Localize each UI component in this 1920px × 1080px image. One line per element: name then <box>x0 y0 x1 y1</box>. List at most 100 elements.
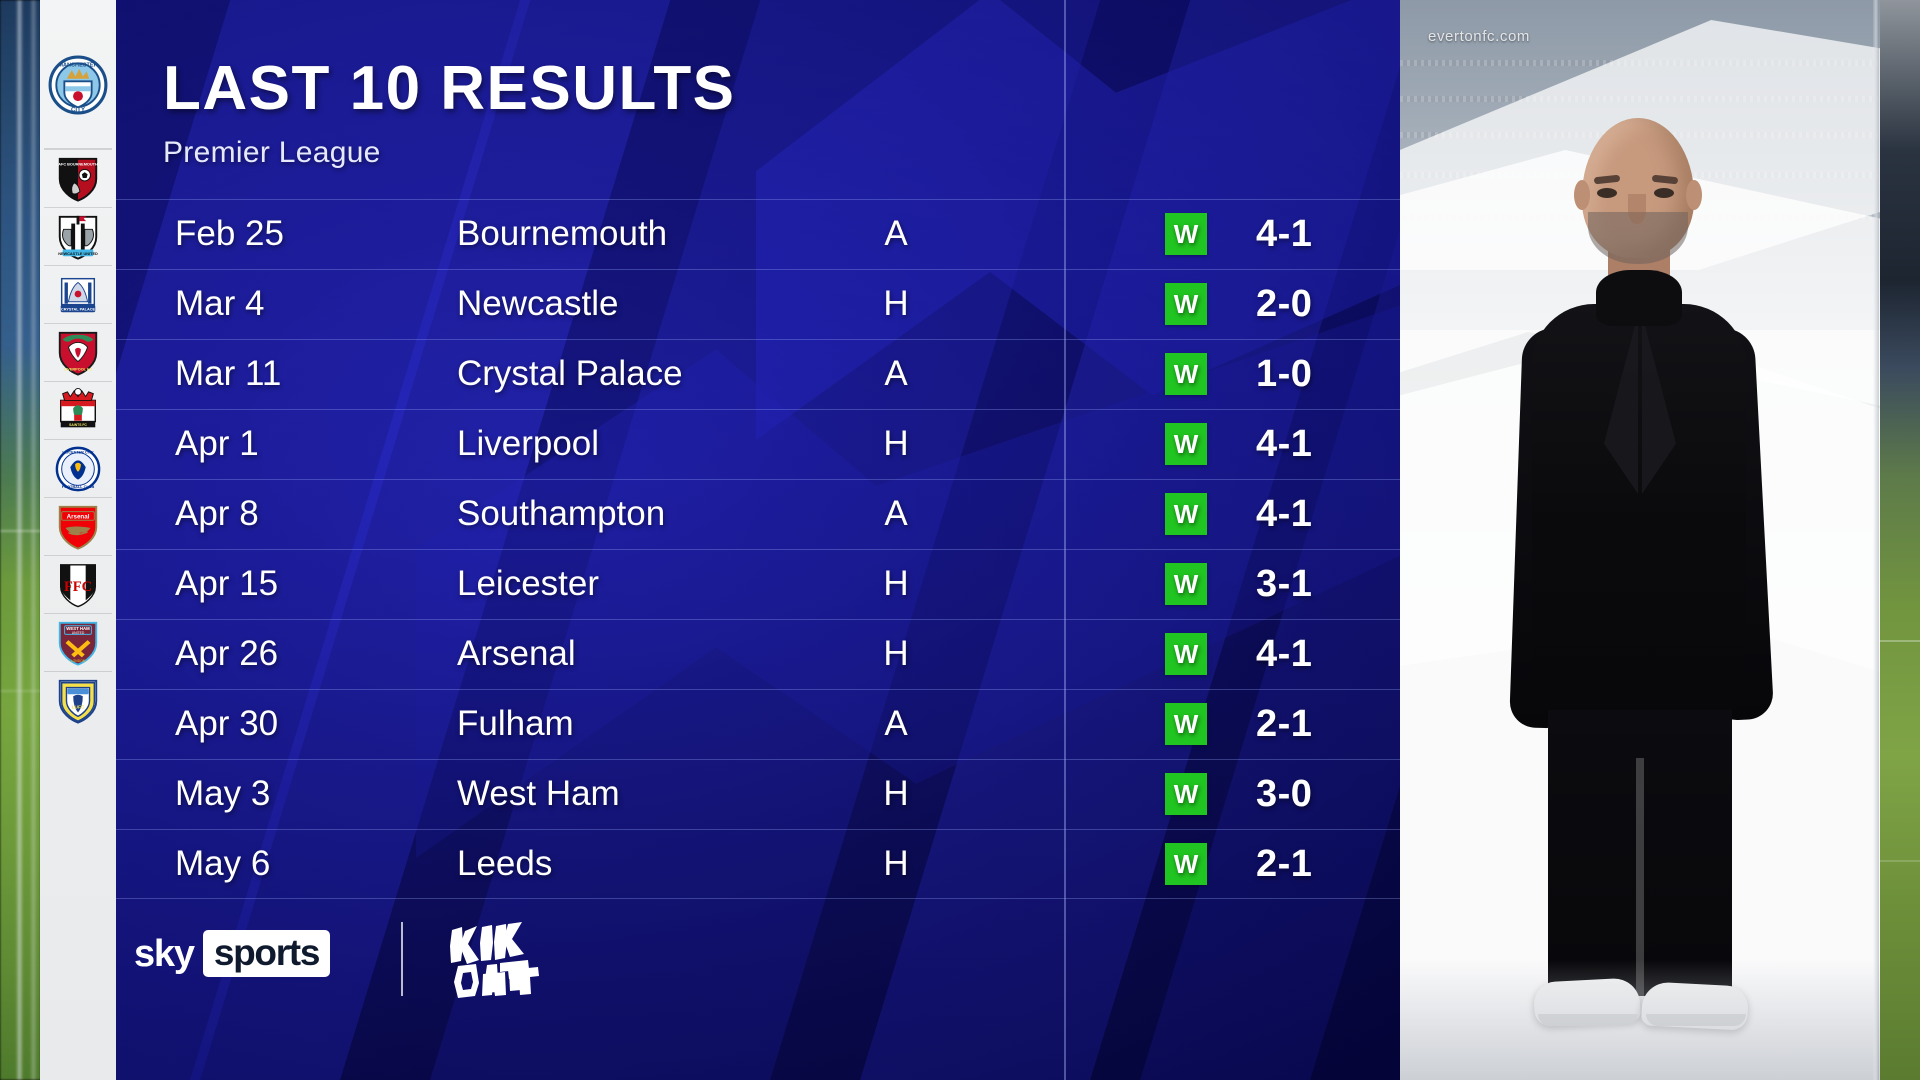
panel-header: LAST 10 RESULTS Premier League <box>163 58 736 170</box>
cell-score: 4-1 <box>1256 212 1313 255</box>
column-divider <box>1064 0 1066 1080</box>
cell-opponent: Fulham <box>457 704 574 743</box>
nose <box>1628 194 1646 224</box>
crest-cell-liverpool[interactable]: LIVERPOOL FC <box>40 324 116 382</box>
table-row[interactable]: Apr 15 Leicester H W 3-1 <box>116 549 1400 619</box>
stadium-board-text: evertonfc.com <box>1428 28 1531 45</box>
results-panel: LAST 10 RESULTS Premier League Feb 25 Bou… <box>116 0 1400 1080</box>
svg-text:MANCHESTER: MANCHESTER <box>58 62 97 68</box>
crest-cell-bournemouth[interactable]: AFC BOURNEMOUTH <box>40 150 116 208</box>
crest-cell-manchester-city[interactable]: MANCHESTER CITY <box>40 30 116 140</box>
leg-split <box>1636 758 1644 998</box>
panel-vignette <box>116 0 1400 1080</box>
sports-wordmark: sports <box>213 932 321 973</box>
eye-right <box>1654 188 1674 198</box>
cell-result: W <box>1165 829 1225 899</box>
crest-cell-arsenal[interactable]: Arsenal <box>40 498 116 556</box>
result-badge: W <box>1165 353 1207 395</box>
crest-cell-fulham[interactable]: FFC <box>40 556 116 614</box>
right-stadium-pole <box>1873 0 1879 1080</box>
kick-it-out-logo <box>446 920 542 1005</box>
cell-opponent: Crystal Palace <box>457 354 683 393</box>
crystal-palace-crest: CRYSTAL PALACE <box>60 277 96 313</box>
row-separator <box>116 689 1400 690</box>
rail-separator <box>44 439 112 440</box>
bournemouth-crest: AFC BOURNEMOUTH <box>58 157 98 202</box>
cell-venue: H <box>883 634 909 673</box>
cell-opponent: Bournemouth <box>457 214 668 253</box>
cell-date: May 3 <box>175 774 271 813</box>
table-row[interactable]: Apr 26 Arsenal H W 4-1 <box>116 619 1400 689</box>
rail-separator <box>44 381 112 382</box>
cell-date: Mar 4 <box>175 284 265 323</box>
svg-text:CRYSTAL PALACE: CRYSTAL PALACE <box>61 307 96 311</box>
sports-wordmark-box: sports <box>202 930 331 977</box>
crest-cell-newcastle[interactable]: NEWCASTLE UNITED <box>40 208 116 266</box>
stadium-pole-2 <box>30 0 37 1080</box>
manager-photo: evertonfc.com <box>1400 0 1880 1080</box>
row-separator <box>116 898 1400 899</box>
table-row[interactable]: Feb 25 Bournemouth A W 4-1 <box>116 199 1400 269</box>
kick-it-out-icon <box>450 922 539 998</box>
cell-score: 4-1 <box>1256 422 1313 465</box>
team-crest-rail: MANCHESTER CITY AFC BOURNEMOUTH NEWCASTL… <box>40 0 116 1080</box>
cell-score: 2-1 <box>1256 842 1313 885</box>
rail-separator <box>44 497 112 498</box>
rail-separator <box>44 555 112 556</box>
table-row[interactable]: May 6 Leeds H W 2-1 <box>116 829 1400 899</box>
row-separator <box>116 409 1400 410</box>
cell-score: 2-1 <box>1256 702 1313 745</box>
manager-figure <box>1496 118 1796 1038</box>
crest-cell-west-ham[interactable]: WEST HAM UNITED LONDON <box>40 614 116 672</box>
crest-cell-southampton[interactable]: SAINTS FC <box>40 382 116 440</box>
cell-date: Mar 11 <box>175 354 282 393</box>
svg-text:FOOTBALL CLUB: FOOTBALL CLUB <box>62 485 95 489</box>
cell-date: Apr 15 <box>175 564 279 603</box>
cell-result: W <box>1165 689 1225 759</box>
result-badge: W <box>1165 633 1207 675</box>
table-row[interactable]: May 3 West Ham H W 3-0 <box>116 759 1400 829</box>
crest-cell-leicester[interactable]: LEICESTER CITY FOOTBALL CLUB <box>40 440 116 498</box>
leeds-crest: LUFC <box>58 679 98 724</box>
rail-separator <box>44 613 112 614</box>
table-row[interactable]: Apr 30 Fulham A W 2-1 <box>116 689 1400 759</box>
svg-text:AFC BOURNEMOUTH: AFC BOURNEMOUTH <box>58 163 98 167</box>
cell-venue: A <box>884 214 908 253</box>
crest-cell-crystal-palace[interactable]: CRYSTAL PALACE <box>40 266 116 324</box>
cell-date: Apr 8 <box>175 494 259 533</box>
svg-text:SAINTS FC: SAINTS FC <box>69 423 87 427</box>
table-row[interactable]: Apr 8 Southampton A W 4-1 <box>116 479 1400 549</box>
cell-date: May 6 <box>175 844 271 883</box>
cell-opponent: Southampton <box>457 494 666 533</box>
rail-separator <box>44 149 112 150</box>
cell-result: W <box>1165 479 1225 549</box>
rail-separator <box>44 265 112 266</box>
rail-separator <box>44 148 112 149</box>
cell-opponent: Arsenal <box>457 634 576 673</box>
table-row[interactable]: Apr 1 Liverpool H W 4-1 <box>116 409 1400 479</box>
result-badge: W <box>1165 773 1207 815</box>
rail-separator <box>44 207 112 208</box>
cell-result: W <box>1165 759 1225 829</box>
cell-score: 3-0 <box>1256 772 1313 815</box>
footer-logos: sky sports <box>116 918 1400 1002</box>
svg-text:NEWCASTLE UNITED: NEWCASTLE UNITED <box>58 252 98 256</box>
crest-cell-leeds[interactable]: LUFC <box>40 672 116 730</box>
legs <box>1548 686 1732 996</box>
result-badge: W <box>1165 843 1207 885</box>
cell-score: 3-1 <box>1256 562 1313 605</box>
cell-date: Apr 26 <box>175 634 279 673</box>
sky-wordmark: sky <box>134 932 195 975</box>
sky-sports-logo: sky sports <box>134 930 331 977</box>
cell-date: Feb 25 <box>175 214 284 253</box>
cell-opponent: Liverpool <box>457 424 600 463</box>
cell-result: W <box>1165 409 1225 479</box>
svg-text:CITY: CITY <box>71 107 86 114</box>
cell-venue: H <box>883 844 909 883</box>
table-row[interactable]: Mar 11 Crystal Palace A W 1-0 <box>116 339 1400 409</box>
row-separator <box>116 829 1400 830</box>
competition-subtitle: Premier League <box>163 136 381 169</box>
cell-result: W <box>1165 199 1225 269</box>
table-row[interactable]: Mar 4 Newcastle H W 2-0 <box>116 269 1400 339</box>
